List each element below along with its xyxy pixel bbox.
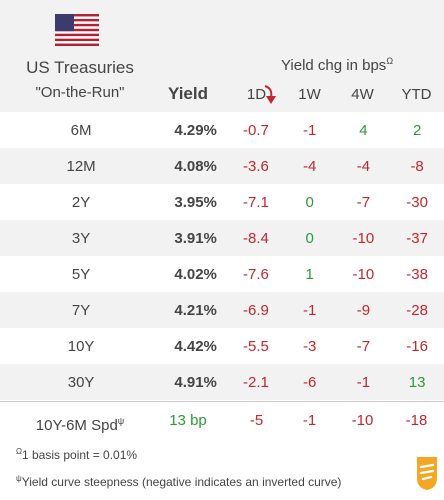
table-row: 10Y 4.42% -5.5 -3 -7 -16 [0, 328, 444, 364]
yield-value: 4.29% [174, 121, 217, 139]
change-4w: -7 [356, 337, 371, 355]
column-header-1d[interactable]: 1D [246, 86, 267, 103]
change-ytd: -38 [406, 265, 428, 283]
footnote-steep-text: Yield curve steepness (negative indicate… [21, 475, 342, 489]
footnote-basis-text: 1 basis point = 0.01% [21, 448, 138, 462]
tenor-label: 2Y [71, 193, 91, 211]
change-1d: -2.1 [229, 364, 283, 400]
tenor-label: 7Y [0, 292, 163, 328]
change-ytd: -30 [406, 193, 428, 211]
footnote-basis-point: Ω1 basis point = 0.01% [16, 447, 137, 462]
spread-change-1d: -5 [249, 412, 264, 429]
change-4w: -9 [336, 292, 391, 328]
table-row: 5Y 4.02% -7.6 1 -10 -38 [0, 256, 444, 292]
change-1d: -7.1 [243, 193, 269, 211]
yield-value: 4.02% [174, 265, 217, 283]
change-4w: -7 [356, 193, 371, 211]
change-1d: -8.4 [229, 220, 283, 256]
tenor-label: 3Y [0, 220, 163, 256]
steep-footnote-mark: ψ [117, 416, 125, 426]
change-1d: -3.6 [229, 148, 283, 184]
spread-row: 10Y-6M Spdψ 13 bp -5 -1 -10 -18 [0, 401, 444, 440]
change-1d: -0.7 [243, 121, 269, 139]
change-4w: -10 [352, 265, 375, 283]
spread-label: 10Y-6M Spdψ [0, 402, 160, 440]
us-flag-icon [55, 14, 99, 46]
tenor-label: 5Y [71, 265, 91, 283]
change-ytd: -37 [390, 220, 444, 256]
change-1w: -1 [302, 121, 317, 139]
yield-value: 4.91% [162, 364, 230, 400]
yield-value: 4.21% [162, 292, 230, 328]
change-1w: -3 [302, 337, 317, 355]
table-row: 6M 4.29% -0.7 -1 4 2 [0, 112, 444, 148]
yields-table: 6M 4.29% -0.7 -1 4 2 12M 4.08% -3.6 -4 -4 -8 2Y 3.95%… [0, 112, 444, 400]
spread-change-ytd: -18 [405, 412, 428, 429]
table-row: 12M 4.08% -3.6 -4 -4 -8 [0, 148, 444, 184]
table-subtitle: "On-the-Run" [35, 84, 125, 101]
tenor-label: 6M [70, 121, 92, 139]
tenor-label: 10Y [67, 337, 95, 355]
change-1w: 1 [305, 265, 314, 283]
change-4w: 4 [359, 121, 368, 139]
footnote-steepness: ψYield curve steepness (negative indicat… [16, 474, 341, 489]
yield-column-header: Yield [168, 84, 208, 103]
arrow-down-icon [264, 85, 276, 104]
column-header-4w[interactable]: 4W [351, 86, 374, 103]
spread-label-text: 10Y-6M Spd [35, 417, 118, 434]
change-4w: -10 [336, 220, 391, 256]
change-4w: -4 [336, 148, 391, 184]
change-1w: -6 [282, 364, 337, 400]
table-row: 7Y 4.21% -6.9 -1 -9 -28 [0, 292, 444, 328]
table-row: 30Y 4.91% -2.1 -6 -1 13 [0, 364, 444, 400]
yield-value: 4.42% [174, 337, 217, 355]
table-title: US Treasuries [26, 58, 134, 77]
change-ytd: -28 [390, 292, 444, 328]
yield-change-header: Yield chg in bpsΩ [230, 56, 444, 74]
change-1w: 0 [305, 193, 314, 211]
yield-value: 3.95% [174, 193, 217, 211]
tenor-label: 12M [0, 148, 163, 184]
change-1d: -6.9 [229, 292, 283, 328]
change-1w: -4 [282, 148, 337, 184]
brand-logo-icon [417, 457, 437, 490]
yield-change-label: Yield chg in bps [280, 57, 387, 74]
change-ytd: -8 [390, 148, 444, 184]
change-1d: -5.5 [243, 337, 269, 355]
change-ytd: -16 [406, 337, 428, 355]
table-row: 2Y 3.95% -7.1 0 -7 -30 [0, 184, 444, 220]
basis-footnote-mark: Ω [386, 56, 394, 66]
tenor-label: 30Y [0, 364, 163, 400]
spread-change-4w: -10 [351, 412, 374, 429]
change-ytd: 2 [412, 121, 422, 139]
change-1d: -7.6 [243, 265, 269, 283]
yield-value: 3.91% [162, 220, 230, 256]
footnote-steep-mark: ψ [16, 474, 22, 483]
spread-value: 13 bp [169, 412, 207, 429]
footnote-basis-mark: Ω [16, 447, 22, 456]
change-1w: 0 [282, 220, 337, 256]
table-header: US Treasuries "On-the-Run" Yield Yield c… [0, 0, 444, 112]
change-ytd: 13 [390, 364, 444, 400]
column-header-1w[interactable]: 1W [298, 86, 321, 103]
spread-change-1w: -1 [302, 412, 317, 429]
change-4w: -1 [336, 364, 391, 400]
table-row: 3Y 3.91% -8.4 0 -10 -37 [0, 220, 444, 256]
yield-value: 4.08% [162, 148, 230, 184]
change-1w: -1 [282, 292, 337, 328]
column-header-ytd[interactable]: YTD [401, 86, 432, 103]
